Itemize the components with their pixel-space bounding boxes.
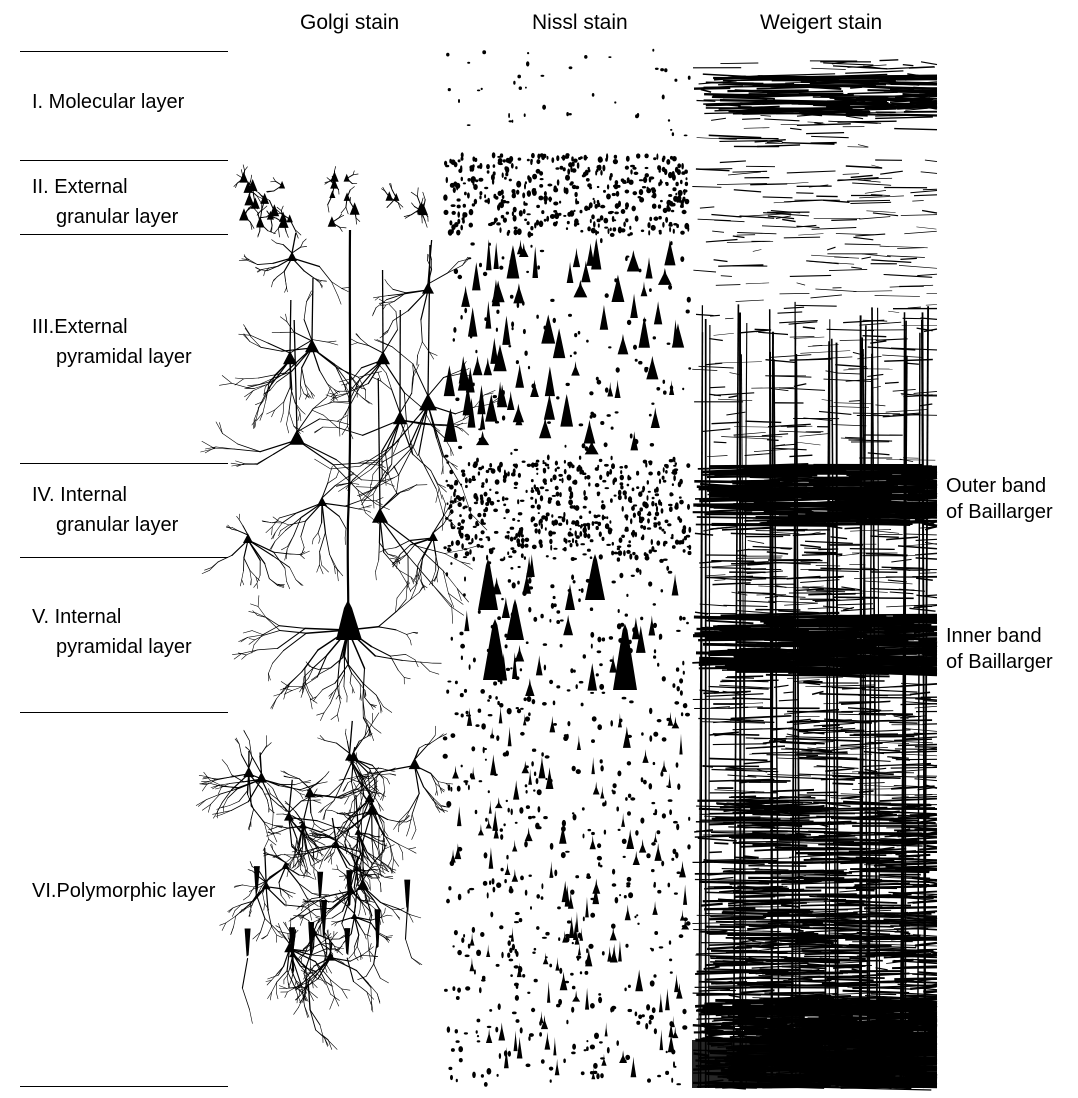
layer-divider bbox=[20, 712, 228, 713]
layer-divider bbox=[20, 51, 228, 52]
layer-label-molecular: I. Molecular layer bbox=[32, 91, 185, 113]
nissl-stain-drawing bbox=[442, 48, 692, 1087]
layer-divider bbox=[20, 463, 228, 464]
nissl-stain-title: Nissl stain bbox=[532, 11, 628, 34]
inner-band-label: Inner band of Baillarger bbox=[946, 625, 1053, 673]
layer-label-external-pyramidal: III.External pyramidal layer bbox=[32, 316, 192, 368]
layer-divider bbox=[20, 1086, 228, 1087]
outer-band-label: Outer band of Baillarger bbox=[946, 475, 1053, 523]
layer-label-external-granular: II. External granular layer bbox=[32, 176, 179, 228]
weigert-stain-title: Weigert stain bbox=[760, 11, 883, 34]
golgi-stain-title: Golgi stain bbox=[300, 11, 400, 34]
layer-label-polymorphic: VI.Polymorphic layer bbox=[32, 880, 216, 902]
layer-divider bbox=[20, 557, 228, 558]
layer-label-internal-pyramidal: V. Internal pyramidal layer bbox=[32, 606, 192, 658]
layer-label-internal-granular: IV. Internal granular layer bbox=[32, 484, 179, 536]
layer-divider bbox=[20, 160, 228, 161]
layer-divider bbox=[20, 234, 228, 235]
golgi-stain-drawing bbox=[195, 164, 500, 1050]
weigert-stain-drawing bbox=[692, 59, 938, 1091]
